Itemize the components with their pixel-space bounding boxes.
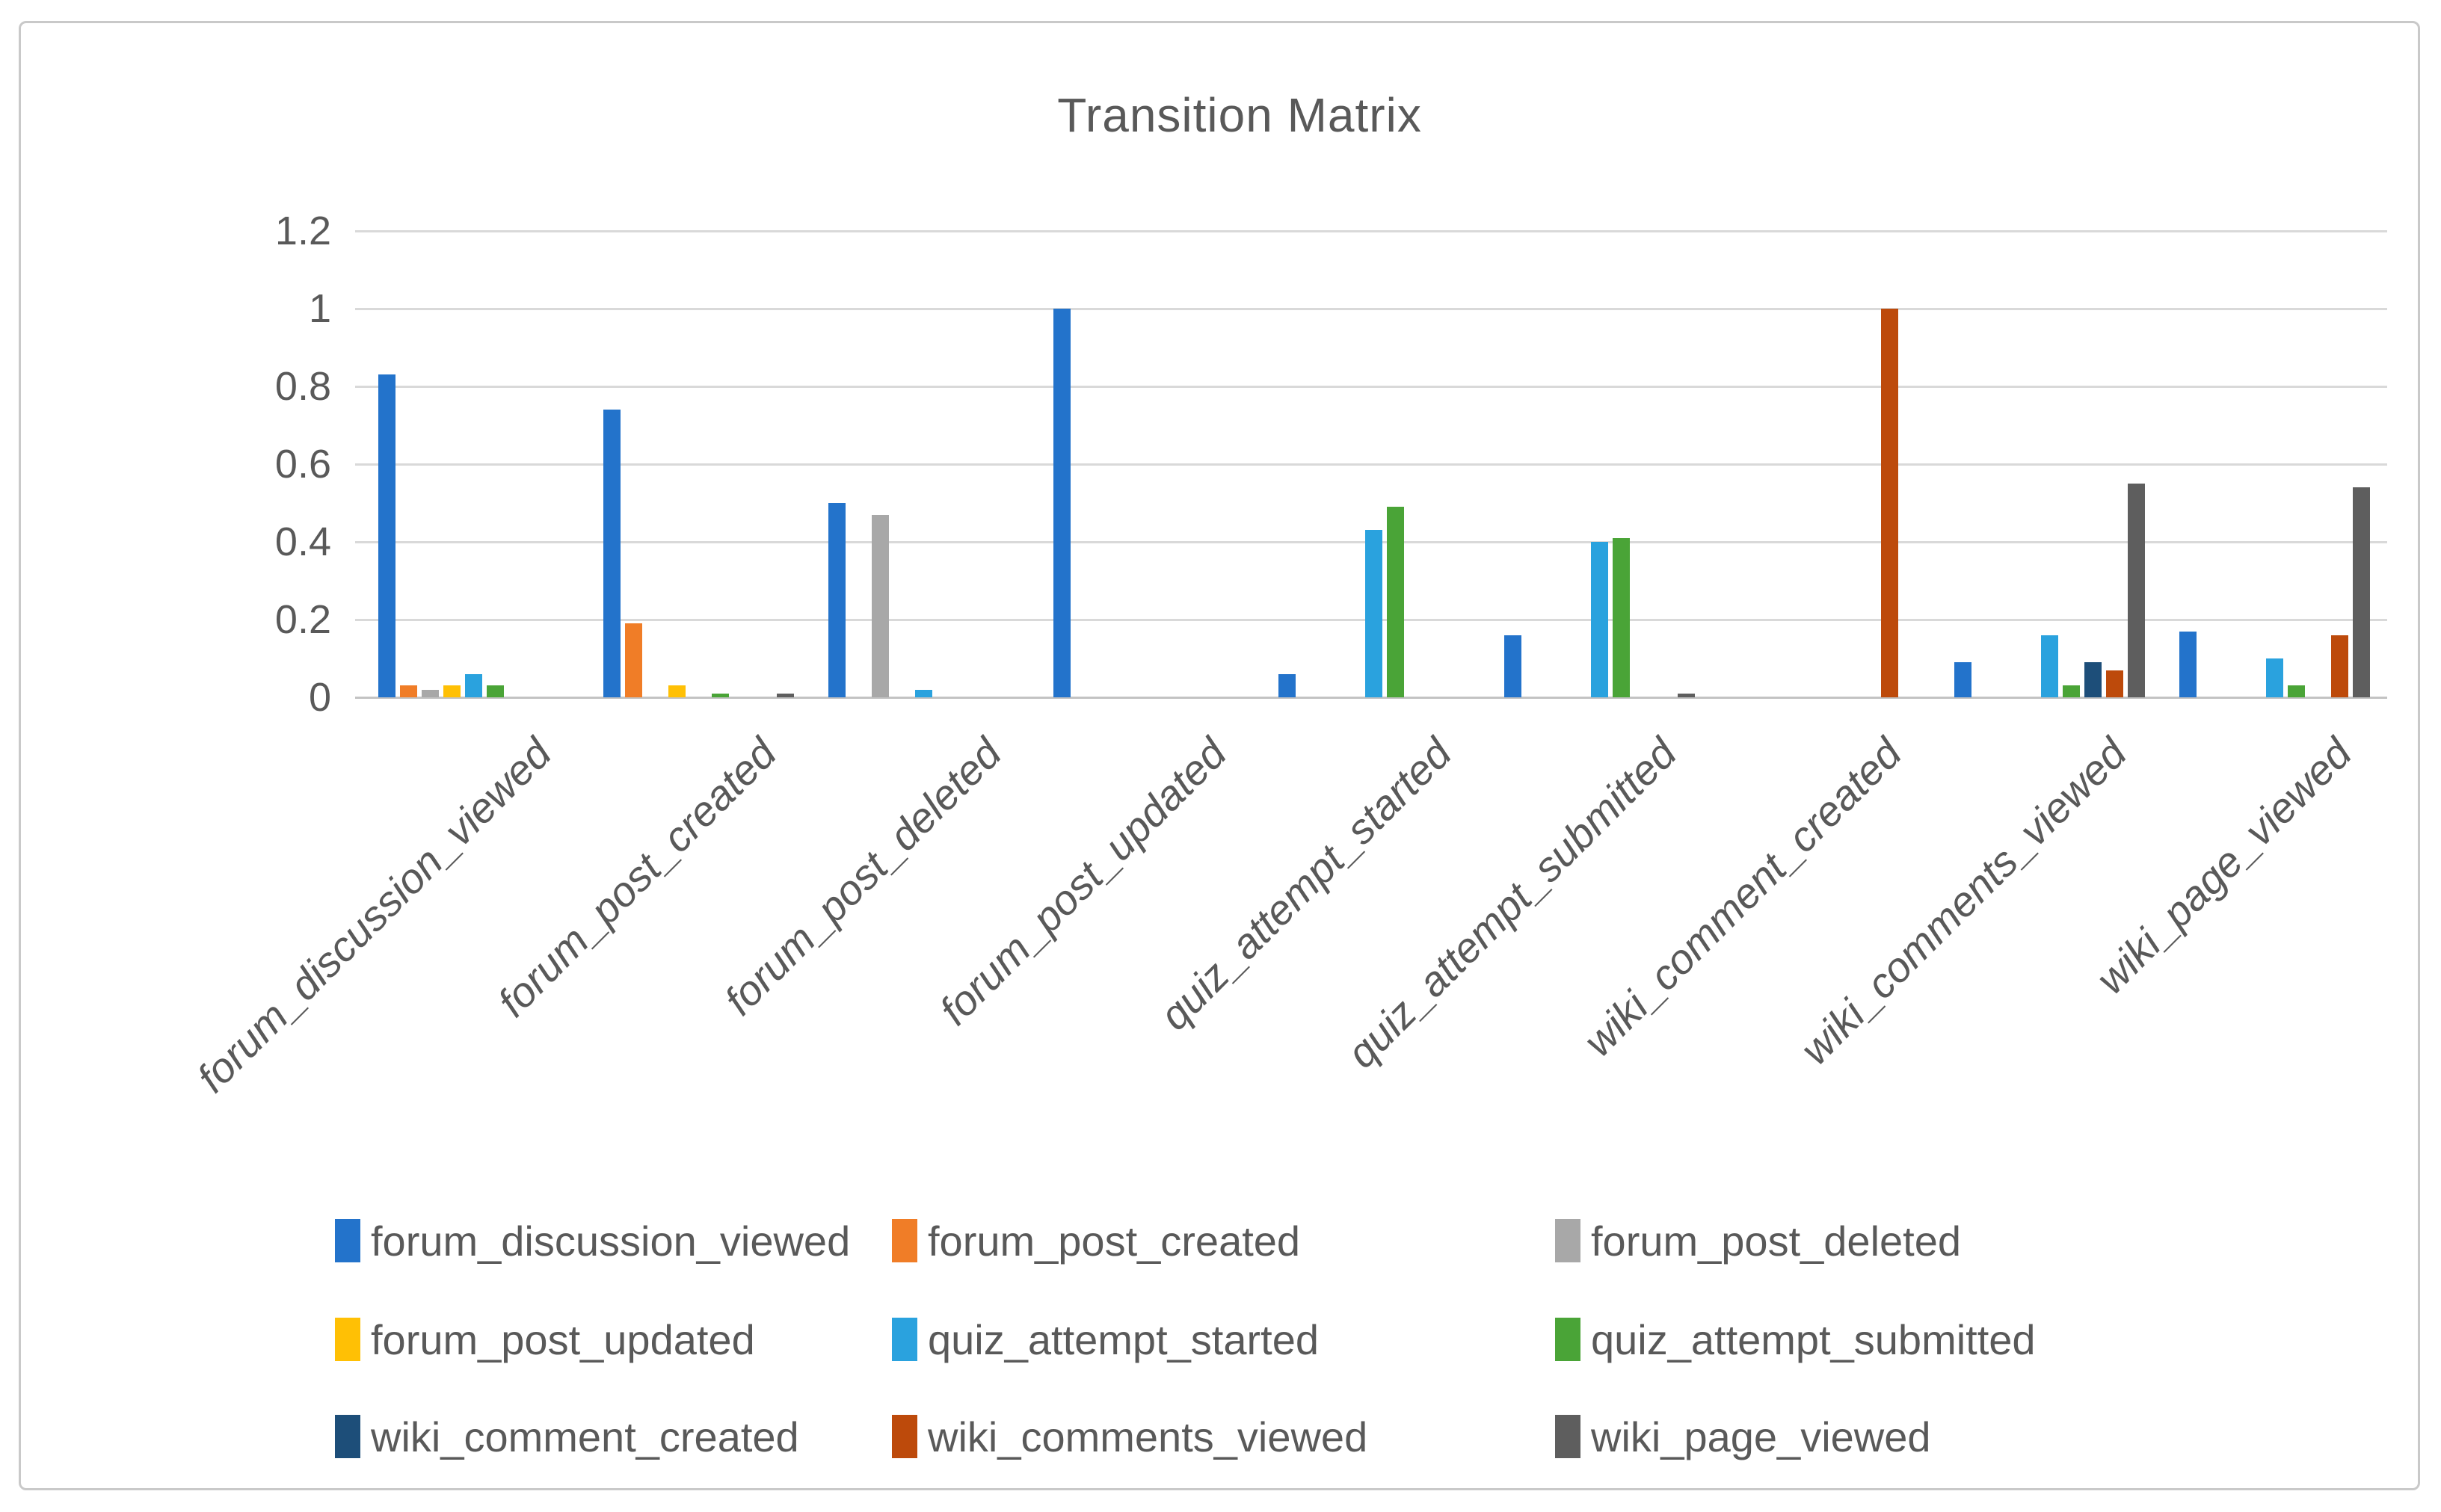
- legend-swatch-icon: [1555, 1318, 1580, 1361]
- bar: [1504, 635, 1521, 697]
- bar: [2041, 635, 2058, 697]
- bar: [1954, 662, 1971, 697]
- x-axis-label: wiki_comment_created: [1574, 729, 1911, 1066]
- legend-label: quiz_attempt_started: [928, 1315, 1319, 1363]
- bar: [603, 410, 621, 697]
- bar: [2106, 670, 2123, 697]
- bar: [668, 685, 686, 697]
- x-axis-label: quiz_attempt_submitted: [1338, 729, 1686, 1077]
- legend-label: wiki_page_viewed: [1591, 1413, 1931, 1460]
- legend-swatch-icon: [335, 1318, 360, 1361]
- legend-label: wiki_comments_viewed: [928, 1413, 1368, 1460]
- y-tick-label: 0.8: [274, 364, 331, 409]
- legend-item-wiki_comment_created: wiki_comment_created: [335, 1412, 799, 1461]
- x-axis-label: quiz_attempt_started: [1150, 729, 1461, 1039]
- legend-swatch-icon: [335, 1219, 360, 1262]
- legend-swatch-icon: [1555, 1415, 1580, 1458]
- bar: [712, 694, 729, 697]
- legend-item-wiki_comments_viewed: wiki_comments_viewed: [892, 1412, 1367, 1461]
- legend-label: forum_post_created: [928, 1217, 1301, 1265]
- x-axis-label: wiki_comments_viewed: [1791, 729, 2136, 1074]
- y-tick-label: 0.4: [274, 519, 331, 564]
- bar: [872, 515, 889, 697]
- bar: [2266, 658, 2283, 697]
- bar: [1387, 507, 1404, 697]
- legend-item-quiz_attempt_submitted: quiz_attempt_submitted: [1555, 1315, 2036, 1364]
- bar: [625, 623, 642, 697]
- bar: [2288, 685, 2305, 697]
- gridline: [355, 308, 2387, 310]
- bar: [1881, 309, 1898, 697]
- bar: [2331, 635, 2348, 697]
- legend-label: forum_discussion_viewed: [371, 1217, 851, 1265]
- legend-item-wiki_page_viewed: wiki_page_viewed: [1555, 1412, 1931, 1461]
- x-axis-label: forum_post_updated: [930, 729, 1236, 1034]
- bar: [400, 685, 417, 697]
- bar: [1053, 309, 1071, 697]
- bar: [1365, 530, 1382, 697]
- bar: [828, 503, 846, 697]
- bar: [915, 690, 932, 697]
- bar: [465, 674, 482, 697]
- bar: [777, 694, 794, 697]
- y-tick-label: 0.2: [274, 597, 331, 642]
- legend-item-quiz_attempt_started: quiz_attempt_started: [892, 1315, 1319, 1364]
- bar: [2353, 487, 2370, 697]
- y-tick-label: 0.6: [274, 442, 331, 487]
- legend-swatch-icon: [1555, 1219, 1580, 1262]
- gridline: [355, 386, 2387, 388]
- legend-label: quiz_attempt_submitted: [1591, 1315, 2036, 1363]
- bar: [1613, 538, 1630, 697]
- bar: [2179, 632, 2197, 697]
- bar: [2084, 662, 2102, 697]
- bar: [2128, 484, 2145, 697]
- legend-label: forum_post_updated: [371, 1315, 755, 1363]
- bar: [1591, 542, 1608, 697]
- bar: [2063, 685, 2080, 697]
- x-axis-label: forum_post_created: [488, 729, 786, 1026]
- bar: [1678, 694, 1695, 697]
- x-axis-label: forum_post_deleted: [715, 729, 1011, 1025]
- bar: [422, 690, 439, 697]
- x-axis-line: [355, 697, 2387, 699]
- legend-item-forum_post_updated: forum_post_updated: [335, 1315, 755, 1364]
- gridline: [355, 230, 2387, 232]
- y-tick-label: 0: [308, 675, 331, 720]
- bar: [1278, 674, 1296, 697]
- legend-swatch-icon: [892, 1318, 917, 1361]
- gridline: [355, 463, 2387, 466]
- legend-label: forum_post_deleted: [1591, 1217, 1962, 1265]
- legend-item-forum_post_deleted: forum_post_deleted: [1555, 1216, 1961, 1265]
- chart-frame: Transition Matrix 1.2 1 0.8 0.6 0.4 0.2 0 forum…: [19, 21, 2420, 1490]
- bar: [443, 685, 461, 697]
- bar: [487, 685, 504, 697]
- bar: [378, 374, 395, 697]
- y-tick-label: 1.2: [274, 209, 331, 253]
- chart-title: Transition Matrix: [1057, 88, 1422, 142]
- x-axis-label: wiki_page_viewed: [2087, 729, 2361, 1003]
- legend-swatch-icon: [892, 1415, 917, 1458]
- y-tick-label: 1: [308, 286, 331, 331]
- legend-item-forum_discussion_viewed: forum_discussion_viewed: [335, 1216, 850, 1265]
- legend-label: wiki_comment_created: [371, 1413, 799, 1460]
- legend-item-forum_post_created: forum_post_created: [892, 1216, 1300, 1265]
- legend-swatch-icon: [335, 1415, 360, 1458]
- legend-swatch-icon: [892, 1219, 917, 1262]
- x-axis-label: forum_discussion_viewed: [188, 729, 561, 1102]
